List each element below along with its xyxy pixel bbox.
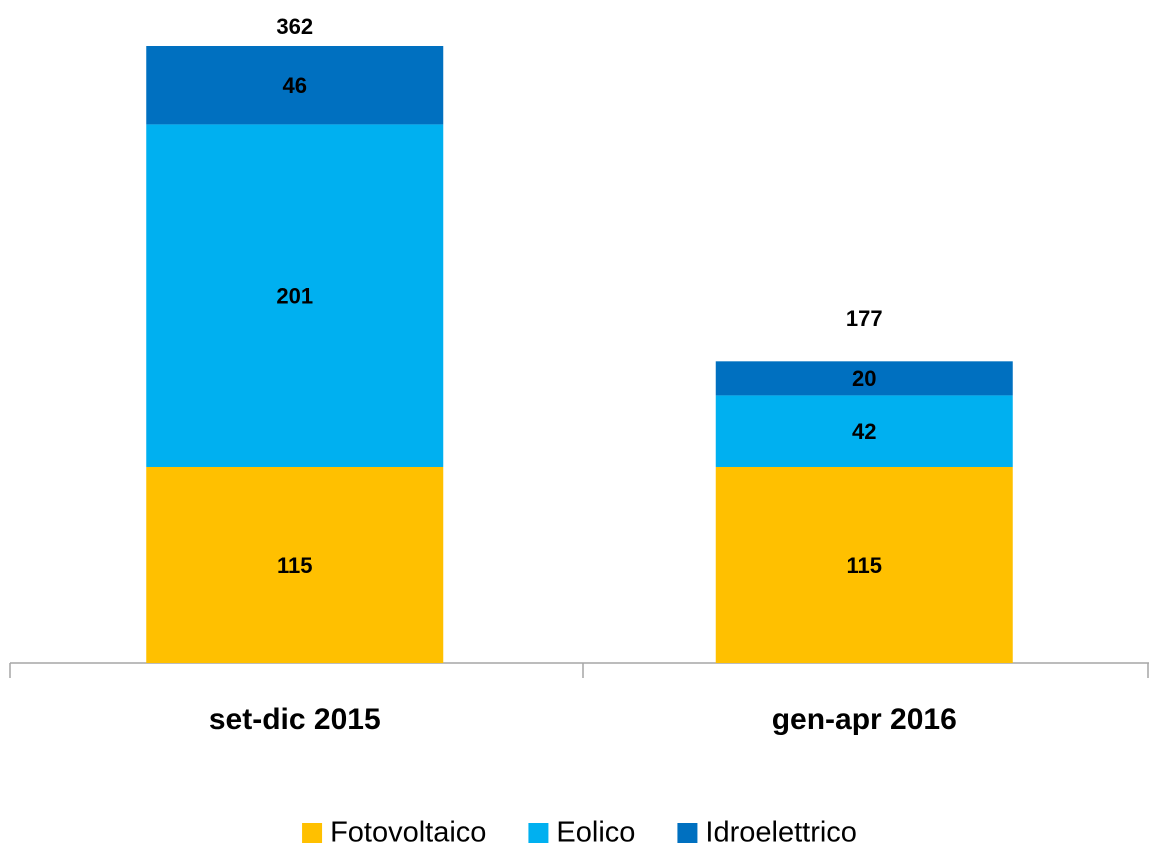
legend-label: Fotovoltaico [330,817,486,849]
bar-segment [146,46,444,125]
data-label: 20 [852,366,876,391]
bar-segment [146,466,444,663]
bar-segment [715,361,1013,396]
data-label: 201 [276,284,313,309]
data-label: 46 [283,73,307,98]
legend-swatch [528,823,549,843]
bar-segment [715,466,1013,663]
legend-label: Idroelettrico [705,817,857,849]
legend-swatch [302,823,323,843]
bar-segment [715,395,1013,467]
data-label: 115 [277,553,313,578]
bar-segment [146,124,444,467]
total-label: 177 [846,306,883,331]
x-tick-label: set-dic 2015 [209,703,381,736]
legend-label: Eolico [556,817,635,849]
data-label: 42 [852,419,876,444]
total-label: 362 [276,14,313,39]
legend-swatch [677,823,698,843]
x-tick-label: gen-apr 2016 [772,703,957,736]
data-label: 115 [847,553,883,578]
